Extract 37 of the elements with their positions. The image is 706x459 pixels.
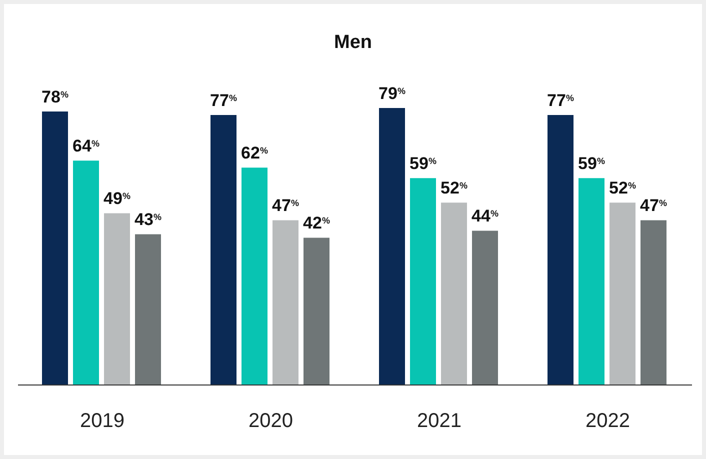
bar [304, 238, 330, 385]
data-label: 78$^{%}$ [42, 88, 68, 107]
data-label: 47$^{%}$ [272, 196, 299, 216]
bar [410, 178, 436, 385]
data-label: 52$^{%}$ [440, 178, 468, 198]
data-label: 44$^{%}$ [472, 206, 498, 226]
data-label: 49$^{%}$ [104, 189, 130, 208]
x-tick-label: 2020 [248, 410, 293, 432]
bar [640, 220, 666, 385]
data-label: 52$^{%}$ [609, 178, 636, 198]
data-label: 42$^{%}$ [303, 214, 330, 233]
bar [73, 160, 99, 385]
bar [104, 213, 130, 385]
data-label: 62$^{%}$ [241, 144, 268, 163]
bar [610, 202, 636, 385]
bar [135, 234, 161, 385]
bar [210, 115, 236, 385]
chart-title: Men [333, 32, 373, 54]
bar [379, 108, 405, 385]
data-label: 59$^{%}$ [410, 154, 436, 174]
bar [42, 112, 68, 385]
x-tick-label: 2021 [417, 410, 462, 432]
bar [272, 220, 298, 385]
data-label: 77$^{%}$ [210, 91, 237, 110]
data-label: 64$^{%}$ [72, 136, 100, 156]
x-tick-label: 2019 [80, 410, 124, 432]
x-tick-label: 2022 [586, 410, 630, 432]
bar [578, 178, 604, 385]
bar [441, 202, 467, 385]
data-label: 77$^{%}$ [547, 91, 574, 110]
data-label: 43$^{%}$ [134, 210, 162, 230]
data-label: 59$^{%}$ [578, 154, 605, 174]
data-label: 79$^{%}$ [378, 84, 406, 103]
bar [242, 168, 268, 385]
data-label: 47$^{%}$ [640, 196, 667, 216]
bar [472, 230, 498, 385]
bar [548, 115, 574, 385]
